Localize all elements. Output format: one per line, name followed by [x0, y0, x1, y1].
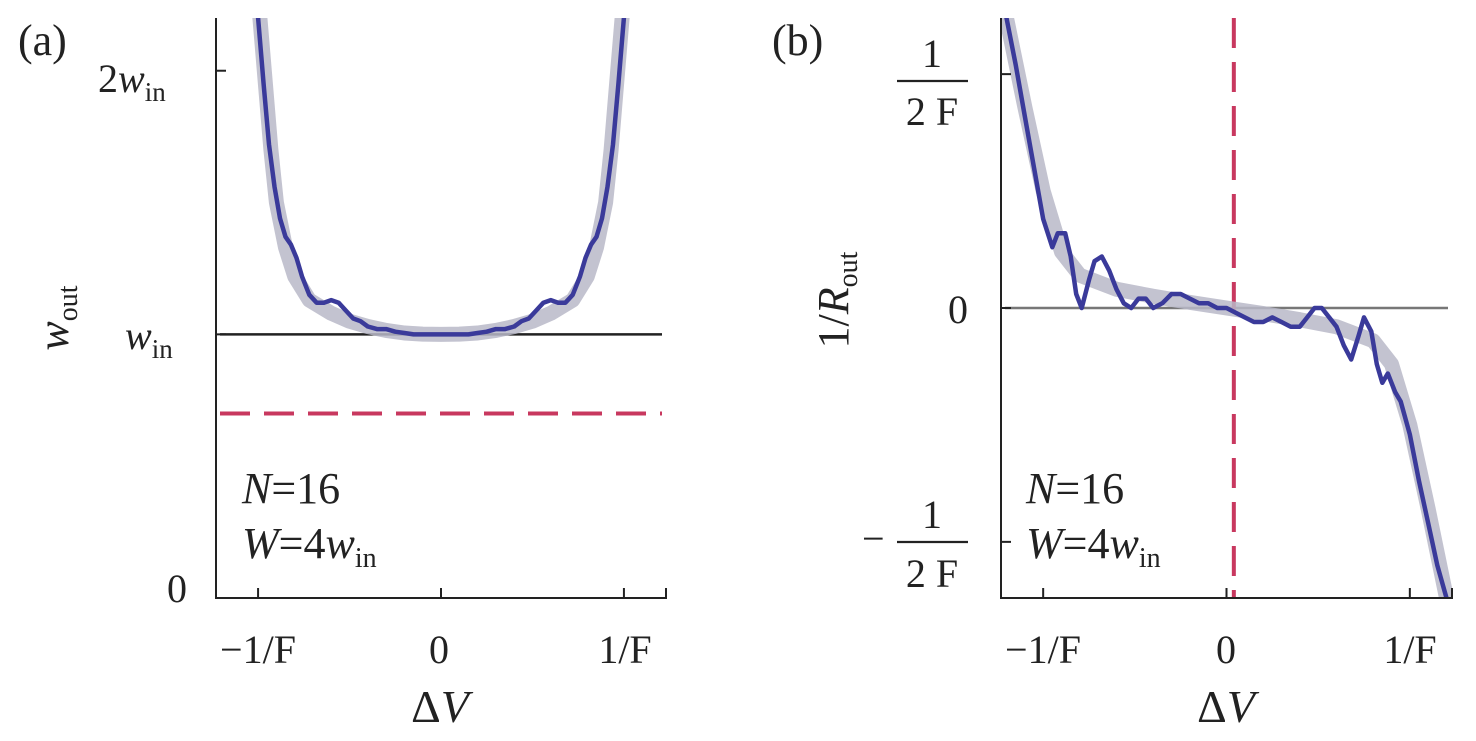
panel-a: (a) wout 0 win 2win −1/F 0 1/F ΔV N=16 W…: [18, 16, 667, 732]
panel-a-series-smooth-envelope-line: [252, 18, 630, 342]
panel-a-label: (a): [18, 16, 67, 65]
panel-a-annotation-w: W=4win: [242, 519, 377, 574]
panel-a-xtick-label-zero: 0: [429, 627, 449, 672]
panel-b-xtick-label-pos: 1/F: [1383, 627, 1436, 672]
panel-b-ytick-label-neg-num: 1: [922, 492, 942, 537]
panel-a-ytick-label-2win: 2win: [98, 56, 166, 107]
panel-a-xtick-label-neg: −1/F: [220, 627, 296, 672]
panel-b-ytick-label-zero: 0: [948, 287, 968, 332]
panel-a-xtick-label-pos: 1/F: [598, 627, 651, 672]
panel-b-xlabel: ΔV: [1197, 681, 1260, 732]
panel-a-plot-area: [215, 18, 667, 599]
panel-b-ytick-label-neg-den: 2 F: [906, 551, 958, 596]
panel-b-ylabel: 1/Rout: [809, 251, 864, 348]
panel-b-xtick-label-neg: −1/F: [1005, 627, 1081, 672]
panel-a-annotation-n: N=16: [241, 464, 340, 513]
panel-a-xlabel: ΔV: [411, 681, 474, 732]
panel-b-ytick-label-pos-num: 1: [922, 31, 942, 76]
panel-a-ytick-label-zero: 0: [167, 566, 187, 611]
panel-b: (b) 1/Rout 1 2 F 0 − 1 2 F −1/F 0 1/F ΔV…: [772, 16, 1453, 732]
panel-b-annotation-n: N=16: [1025, 464, 1124, 513]
panel-b-annotation-w: W=4win: [1026, 519, 1161, 574]
panel-b-ytick-label-neg-sign: −: [862, 516, 885, 561]
panel-b-xtick-label-zero: 0: [1216, 627, 1236, 672]
panel-b-plot-area: [1000, 18, 1453, 599]
panel-b-series-oscillating-curve-line: [1004, 18, 1449, 598]
panel-b-label: (b): [772, 16, 823, 65]
panel-a-ylabel: wout: [29, 285, 84, 350]
panel-a-ytick-label-win: win: [125, 313, 173, 364]
panel-a-series-oscillating-curve-line: [255, 18, 627, 337]
panel-b-ytick-label-pos-den: 2 F: [906, 89, 958, 134]
